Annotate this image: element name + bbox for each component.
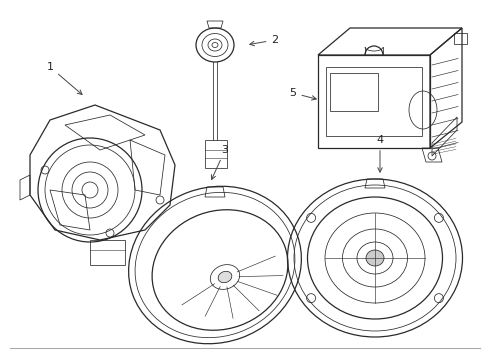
- Text: 2: 2: [250, 35, 278, 46]
- Text: 5: 5: [290, 88, 316, 100]
- Text: 3: 3: [211, 145, 228, 180]
- Bar: [330, 73, 378, 111]
- Ellipse shape: [366, 250, 384, 266]
- Ellipse shape: [218, 271, 232, 283]
- Text: 4: 4: [376, 135, 384, 172]
- Text: 1: 1: [47, 62, 82, 94]
